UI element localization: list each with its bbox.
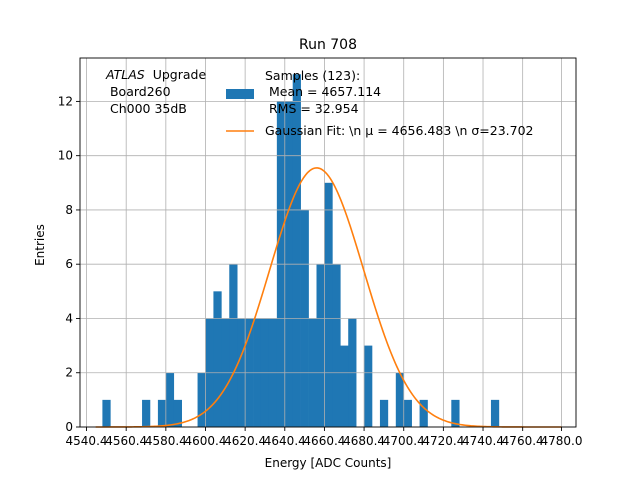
legend-samples-line3: RMS = 32.954 — [265, 101, 359, 116]
histogram-bar — [102, 399, 111, 427]
histogram-bar — [379, 399, 389, 427]
x-tick-label: 4620.4 — [224, 434, 266, 448]
chart-title: Run 708 — [299, 37, 357, 53]
histogram-bar — [364, 345, 373, 427]
y-tick-label: 6 — [65, 257, 73, 271]
y-axis-label: Entries — [33, 224, 47, 266]
y-tick-label: 12 — [58, 94, 73, 108]
histogram-bar — [213, 291, 222, 427]
histogram-bar — [173, 399, 182, 427]
histogram-bar — [157, 399, 167, 427]
histogram-bar — [142, 399, 151, 427]
y-tick-label: 4 — [65, 311, 73, 325]
histogram-bar — [324, 182, 333, 427]
histogram-bar — [229, 264, 238, 427]
svg-text:ATLAS Upgrade: ATLAS Upgrade — [105, 67, 206, 82]
x-tick-label: 4540.4 — [66, 434, 108, 448]
legend-fit-label: Gaussian Fit: \n μ = 4656.483 \n σ=23.70… — [265, 123, 534, 138]
legend-histogram-swatch — [226, 89, 254, 99]
y-tick-label: 8 — [65, 203, 73, 217]
channel-label: Ch000 35dB — [106, 101, 187, 116]
x-tick-label: 4580.4 — [145, 434, 187, 448]
y-tick-label: 0 — [65, 420, 73, 434]
axes-frame — [79, 57, 577, 428]
x-axis-label: Energy [ADC Counts] — [265, 456, 392, 470]
x-tick-label: 4680.4 — [343, 434, 385, 448]
histogram-bar — [419, 399, 428, 427]
atlas-annotation: ATLAS Upgrade Board260 Ch000 35dB — [105, 67, 206, 116]
histogram-bar — [395, 372, 405, 427]
y-tick-label: 10 — [58, 149, 73, 163]
board-label: Board260 — [106, 84, 171, 99]
x-tick-label: 4720.4 — [422, 434, 464, 448]
histogram-bar — [403, 399, 412, 427]
histogram-bar — [165, 372, 175, 427]
histogram-bar — [316, 264, 325, 427]
x-tick-label: 4560.4 — [105, 434, 147, 448]
histogram-bar — [451, 399, 460, 427]
legend-samples-line2: Mean = 4657.114 — [265, 84, 381, 99]
plot-area: 4540.44560.44580.44600.44620.44640.44660… — [58, 57, 583, 448]
histogram-bar — [332, 264, 341, 427]
histogram-bar — [490, 399, 500, 427]
atlas-label: ATLAS — [105, 67, 145, 82]
upgrade-label: Upgrade — [153, 67, 207, 82]
x-tick-label: 4740.4 — [462, 434, 504, 448]
x-tick-label: 4700.4 — [383, 434, 425, 448]
x-tick-label: 4760.4 — [502, 434, 544, 448]
x-tick-label: 4780.0 — [541, 434, 583, 448]
histogram-bar — [292, 74, 301, 427]
histogram-bar — [340, 345, 349, 427]
x-tick-label: 4600.4 — [184, 434, 226, 448]
histogram-bar — [197, 372, 206, 427]
legend-samples-line1: Samples (123): — [265, 68, 360, 83]
y-tick-label: 2 — [65, 366, 73, 380]
x-tick-label: 4660.4 — [303, 434, 345, 448]
x-tick-label: 4640.4 — [264, 434, 306, 448]
legend: Samples (123): Mean = 4657.114 RMS = 32.… — [226, 68, 534, 138]
gaussian-fit-line — [95, 167, 562, 428]
